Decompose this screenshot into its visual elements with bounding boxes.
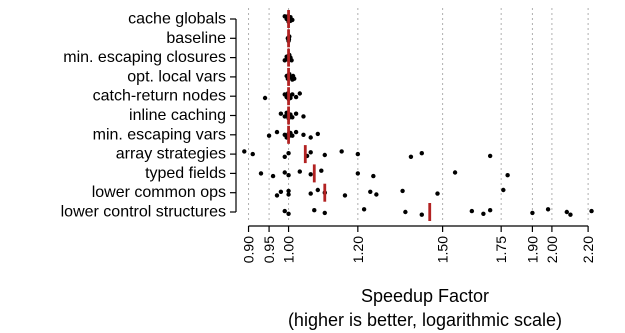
data-point bbox=[308, 150, 313, 155]
data-point bbox=[266, 133, 272, 138]
data-point bbox=[308, 172, 313, 177]
x-axis-title: Speedup Factor bbox=[361, 286, 489, 306]
x-tick-label: 0.90 bbox=[241, 236, 257, 263]
x-tick-label: 2.20 bbox=[580, 236, 596, 263]
data-point bbox=[290, 133, 295, 138]
data-point bbox=[293, 111, 299, 116]
data-point bbox=[308, 191, 313, 196]
data-point bbox=[374, 192, 379, 197]
y-axis: cache globals baseline min. escaping closu… bbox=[61, 11, 237, 221]
data-point bbox=[419, 212, 424, 217]
data-point bbox=[282, 208, 287, 214]
x-tick-label: 1.90 bbox=[524, 236, 540, 263]
data-point bbox=[270, 173, 276, 179]
data-point bbox=[400, 188, 405, 194]
x-tick-label: 1.50 bbox=[435, 236, 451, 263]
category-label: min. escaping closures bbox=[63, 49, 226, 66]
data-point bbox=[469, 208, 475, 214]
category-label: array strategies bbox=[116, 146, 226, 163]
category-label: cache globals bbox=[128, 11, 226, 28]
data-point bbox=[286, 211, 291, 216]
category-label: lower common ops bbox=[92, 184, 226, 201]
data-point bbox=[361, 207, 367, 212]
data-point bbox=[322, 152, 327, 158]
data-point bbox=[368, 189, 373, 194]
x-axis-subtitle: (higher is better, logarithmic scale) bbox=[288, 310, 562, 330]
category-label: baseline bbox=[166, 30, 226, 47]
data-point bbox=[308, 135, 313, 140]
data-point bbox=[278, 189, 284, 194]
data-point bbox=[282, 170, 287, 175]
data-point bbox=[282, 114, 287, 119]
data-point bbox=[312, 208, 317, 213]
category-label: lower control structures bbox=[61, 204, 226, 221]
data-point bbox=[408, 154, 414, 159]
data-point bbox=[355, 151, 361, 157]
data-point bbox=[568, 212, 573, 217]
data-point bbox=[339, 149, 344, 154]
data-point bbox=[452, 170, 458, 175]
data-point bbox=[286, 173, 291, 178]
x-axis: 0.90 0.95 1.00 1.20 1.50 1.75 1.90 2.00 2.20 bbox=[241, 225, 596, 263]
x-tick-label: 1.75 bbox=[493, 236, 509, 263]
data-point bbox=[315, 131, 321, 137]
data-point bbox=[286, 188, 291, 194]
data-point bbox=[501, 187, 506, 193]
data-point bbox=[290, 115, 295, 120]
data-point bbox=[545, 207, 551, 212]
data-point bbox=[342, 193, 348, 198]
data-point bbox=[297, 91, 302, 96]
data-point bbox=[286, 151, 291, 156]
category-label: typed fields bbox=[145, 165, 226, 182]
median-markers bbox=[287, 10, 432, 221]
data-point bbox=[419, 151, 424, 156]
category-label: min. escaping vars bbox=[93, 126, 226, 143]
data-points bbox=[242, 14, 594, 217]
data-point bbox=[315, 187, 321, 193]
data-point bbox=[274, 129, 280, 135]
data-point bbox=[505, 173, 510, 178]
data-point bbox=[262, 95, 268, 101]
data-point bbox=[250, 151, 255, 157]
data-point bbox=[319, 168, 324, 173]
data-point bbox=[278, 111, 284, 116]
data-point bbox=[282, 154, 287, 159]
x-tick-label: 1.20 bbox=[350, 236, 366, 263]
data-point bbox=[286, 192, 291, 197]
data-point bbox=[301, 114, 306, 119]
data-point bbox=[293, 129, 299, 135]
data-point bbox=[435, 191, 440, 196]
data-point bbox=[403, 209, 408, 215]
data-point bbox=[290, 92, 295, 97]
data-point bbox=[371, 173, 376, 179]
data-point bbox=[258, 171, 264, 176]
grid-lines bbox=[248, 8, 589, 222]
data-point bbox=[322, 210, 327, 216]
category-label: inline caching bbox=[129, 107, 226, 124]
data-point bbox=[292, 76, 297, 81]
data-point bbox=[289, 58, 294, 63]
data-point bbox=[530, 210, 535, 216]
x-tick-label: 1.00 bbox=[281, 236, 297, 263]
data-point bbox=[487, 208, 493, 213]
data-point bbox=[481, 211, 486, 216]
category-label: opt. local vars bbox=[127, 68, 226, 85]
data-point bbox=[293, 94, 299, 100]
x-tick-label: 0.95 bbox=[261, 236, 277, 263]
data-point bbox=[274, 193, 280, 198]
data-point bbox=[355, 171, 361, 176]
data-point bbox=[297, 169, 302, 174]
data-point bbox=[564, 209, 570, 215]
category-label: catch-return nodes bbox=[93, 88, 226, 105]
data-point bbox=[301, 132, 306, 137]
data-point bbox=[589, 208, 594, 214]
data-point bbox=[242, 149, 247, 154]
x-tick-label: 2.00 bbox=[544, 236, 560, 263]
data-point bbox=[487, 153, 493, 159]
